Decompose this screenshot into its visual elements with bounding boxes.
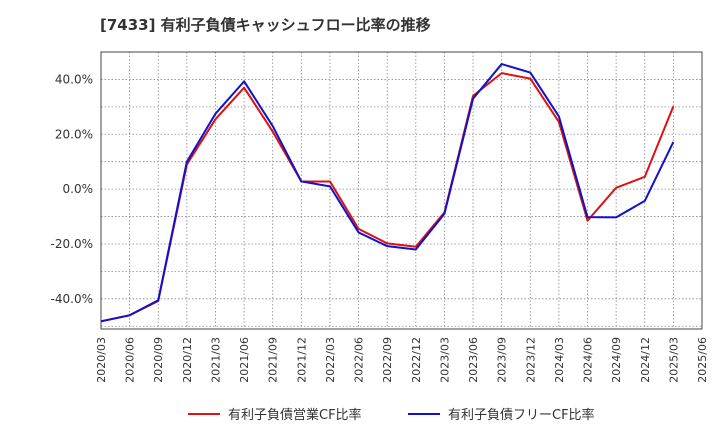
y-tick-label: 20.0% [55, 127, 93, 141]
legend-label-free-cf: 有利子負債フリーCF比率 [448, 408, 595, 423]
y-tick-label: -20.0% [51, 237, 93, 251]
x-tick-label: 2021/12 [295, 337, 308, 383]
label-layer: 40.0% 20.0% 0.0% -20.0% -40.0% 2020/03 2020/06… [51, 72, 709, 382]
x-tick-label: 2024/12 [639, 337, 652, 383]
x-tick-label: 2021/09 [267, 337, 280, 383]
legend-item-operating-cf: 有利子負債営業CF比率 [188, 404, 362, 423]
x-tick-label: 2020/09 [152, 337, 165, 383]
x-tick-label: 2024/03 [553, 337, 566, 383]
y-tick-label: 0.0% [63, 182, 94, 196]
x-tick-label: 2020/12 [181, 337, 194, 383]
series-line-1 [100, 63, 675, 323]
legend-swatch-operating-cf [188, 412, 220, 415]
x-tick-label: 2023/03 [438, 337, 451, 383]
grid-layer [101, 52, 702, 329]
chart-title: [7433] 有利子負債キャッシュフロー比率の推移 [100, 16, 431, 34]
x-tick-label: 2020/06 [124, 337, 137, 383]
x-tick-label: 2022/06 [353, 337, 366, 383]
x-tick-label: 2025/03 [667, 337, 680, 383]
x-tick-label: 2020/03 [95, 337, 108, 383]
plot-area-border [100, 51, 703, 330]
x-tick-label: 2021/03 [209, 337, 222, 383]
legend-label-operating-cf: 有利子負債営業CF比率 [228, 408, 362, 423]
series-line-0 [100, 72, 675, 323]
x-tick-label: 2021/06 [238, 337, 251, 383]
series-layer [100, 63, 675, 323]
x-tick-label: 2025/06 [696, 337, 709, 383]
x-tick-label: 2022/12 [410, 337, 423, 383]
axis-layer [100, 51, 703, 330]
y-tick-label: 40.0% [55, 72, 93, 86]
x-tick-label: 2022/03 [324, 337, 337, 383]
x-tick-label: 2023/09 [496, 337, 509, 383]
x-tick-label: 2023/06 [467, 337, 480, 383]
x-tick-label: 2024/09 [610, 337, 623, 383]
x-tick-label: 2022/09 [381, 337, 394, 383]
y-tick-label: -40.0% [51, 292, 93, 306]
legend-swatch-free-cf [408, 412, 440, 415]
legend-item-free-cf: 有利子負債フリーCF比率 [408, 404, 595, 423]
x-tick-label: 2023/12 [524, 337, 537, 383]
x-tick-label: 2024/06 [582, 337, 595, 383]
